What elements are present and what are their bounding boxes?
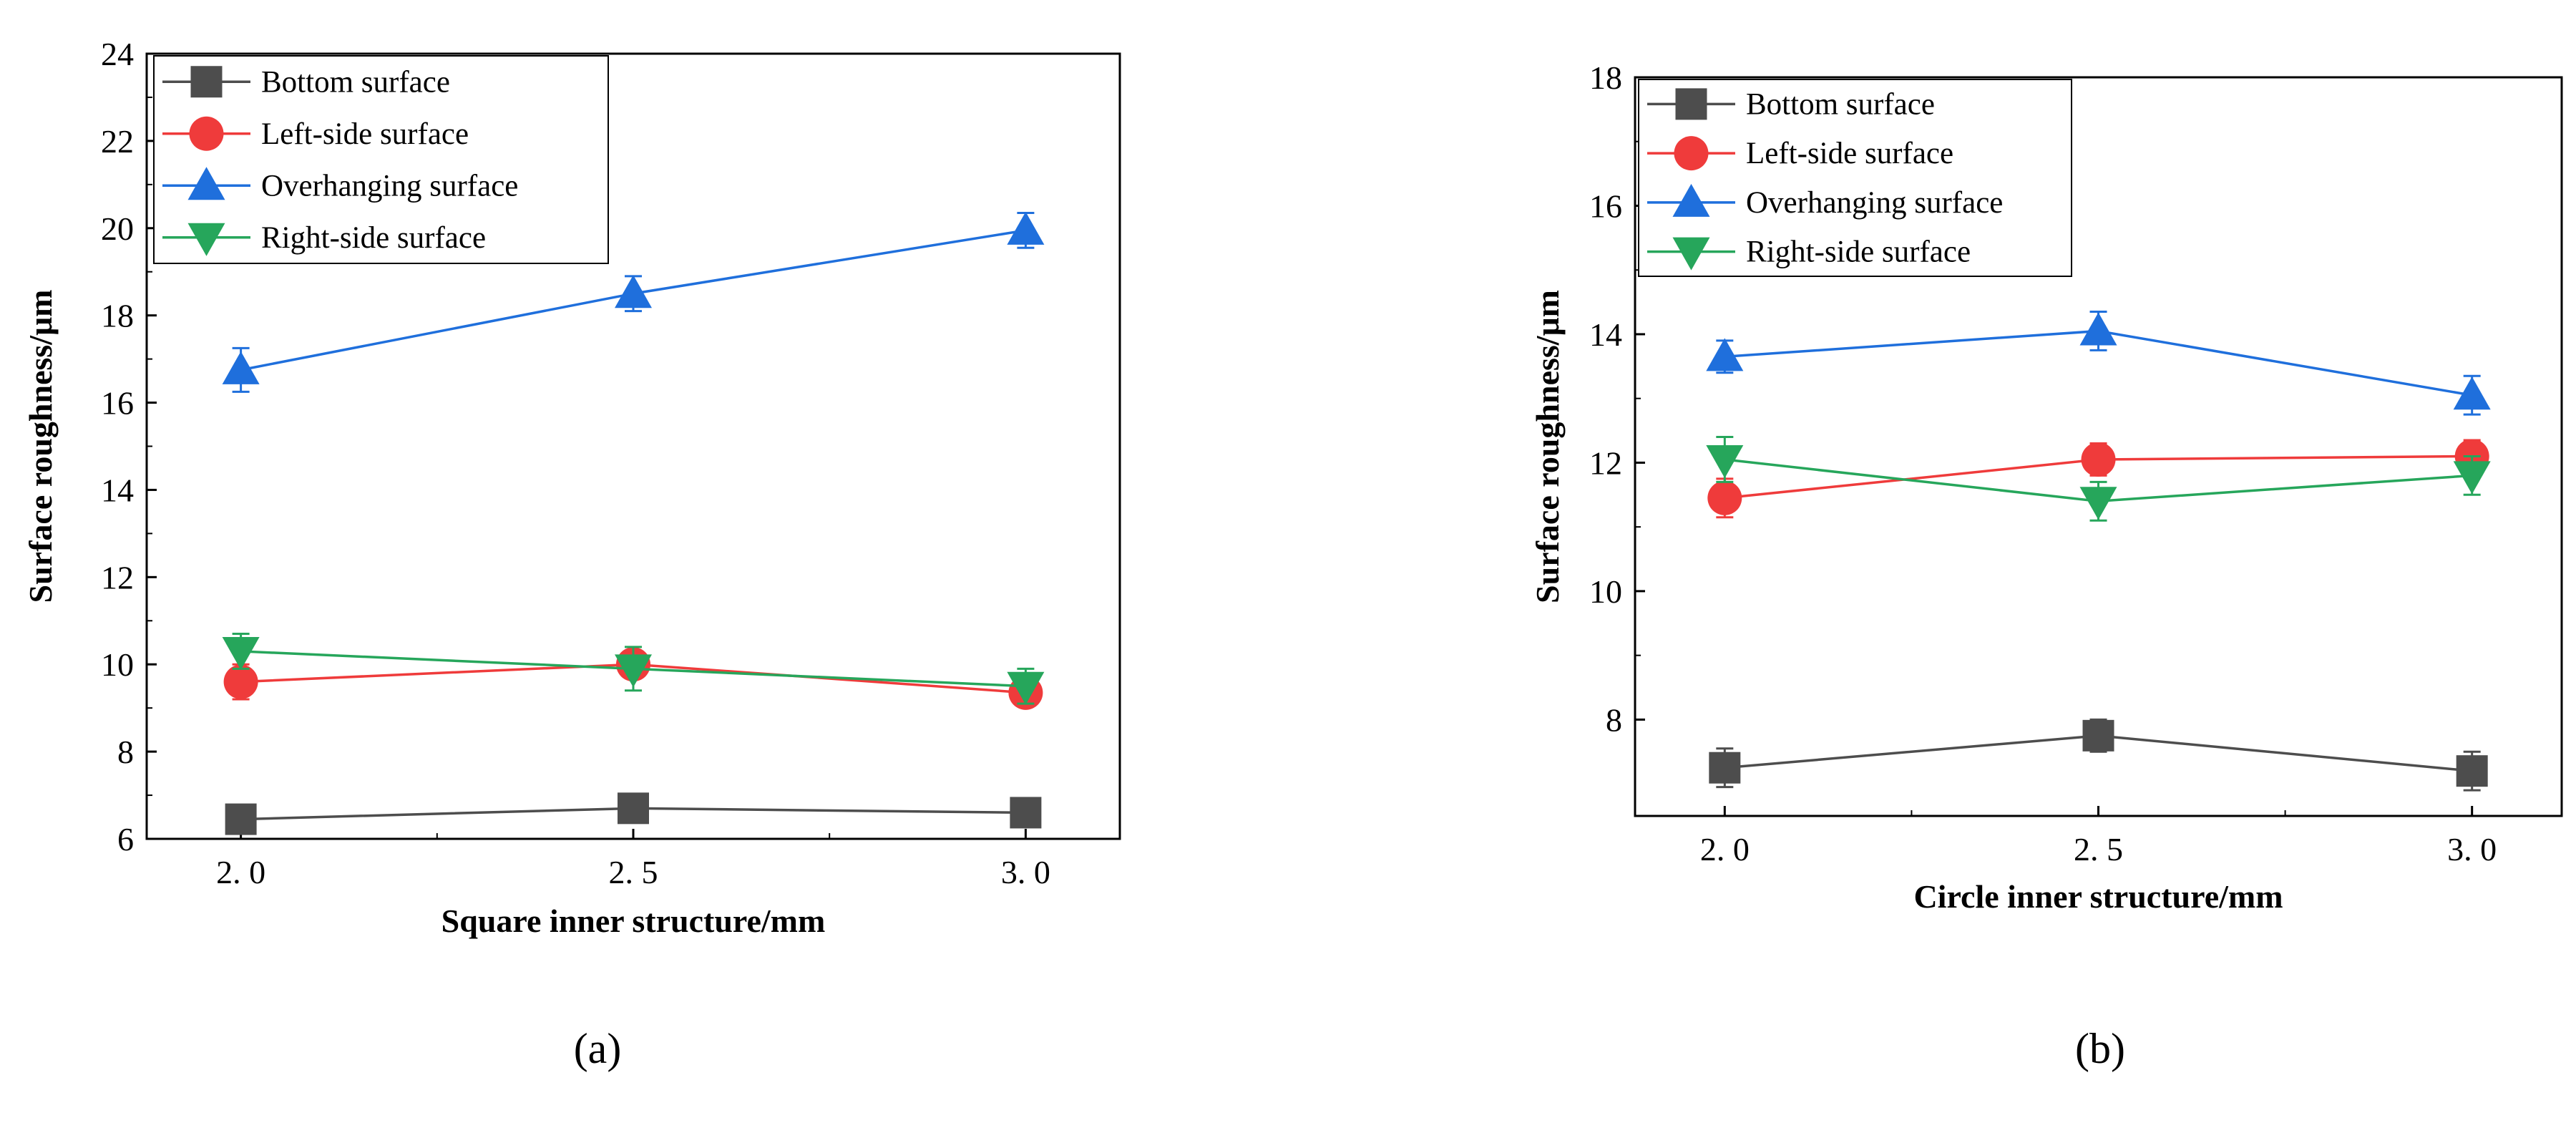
legend-swatch-marker bbox=[187, 223, 225, 256]
data-point bbox=[2456, 755, 2488, 787]
data-point bbox=[222, 351, 260, 384]
legend-box bbox=[1638, 79, 2072, 277]
x-tick-label: 2. 5 bbox=[2074, 831, 2123, 867]
legend-swatch-marker bbox=[1674, 136, 1709, 171]
series-left-side-surface bbox=[1707, 439, 2489, 519]
y-tick-label: 16 bbox=[1589, 188, 1622, 224]
data-point bbox=[225, 803, 257, 835]
data-point bbox=[1007, 671, 1045, 705]
legend-label: Overhanging surface bbox=[261, 169, 518, 203]
legend-label: Right-side surface bbox=[261, 221, 486, 255]
y-tick-label: 14 bbox=[101, 472, 134, 508]
legend-swatch-marker bbox=[190, 66, 223, 98]
y-tick-label: 8 bbox=[117, 734, 134, 770]
y-tick-label: 18 bbox=[101, 298, 134, 334]
y-tick-label: 16 bbox=[101, 385, 134, 422]
y-tick-label: 10 bbox=[1589, 573, 1622, 610]
data-point bbox=[223, 664, 258, 699]
series-bottom-surface bbox=[1709, 718, 2488, 792]
legend-swatch-marker bbox=[1675, 88, 1707, 120]
legend-label: Bottom surface bbox=[1746, 87, 1935, 121]
series-overhanging-surface bbox=[222, 211, 1045, 393]
x-tick-label: 2. 0 bbox=[1700, 831, 1750, 867]
data-point bbox=[1706, 338, 1744, 371]
data-point bbox=[1010, 797, 1042, 829]
data-point bbox=[615, 275, 652, 308]
data-point bbox=[615, 654, 652, 688]
legend-label: Overhanging surface bbox=[1746, 186, 2003, 220]
data-point bbox=[1706, 444, 1744, 478]
panel-label: (a) bbox=[574, 1025, 622, 1072]
x-tick-label: 3. 0 bbox=[1001, 854, 1050, 890]
chart-panel-a: 6 8 10 12 14 16 18 20 22 24 2. 0 2. 5 3. 0 Square inn… bbox=[22, 36, 1121, 1072]
data-point bbox=[618, 792, 649, 825]
legend-box bbox=[153, 55, 609, 264]
legend: Bottom surface Left-side surface Overhangi… bbox=[153, 55, 609, 264]
y-axis-title: Surface roughness/μm bbox=[1529, 290, 1566, 603]
data-point bbox=[2079, 487, 2117, 520]
legend-swatch-marker bbox=[187, 167, 225, 200]
chart-panel-b: 8 10 12 14 16 18 2. 0 2. 5 3. 0 Circle inner stru… bbox=[1529, 59, 2563, 1072]
y-tick-label: 14 bbox=[1589, 316, 1622, 353]
y-tick-label: 12 bbox=[101, 559, 134, 595]
data-point bbox=[2453, 461, 2491, 495]
legend: Bottom surface Left-side surface Overhangi… bbox=[1638, 79, 2072, 277]
x-tick-label: 3. 0 bbox=[2447, 831, 2497, 867]
y-tick-label: 6 bbox=[117, 821, 134, 857]
series-overhanging-surface bbox=[1706, 311, 2491, 416]
y-tick-label: 12 bbox=[1589, 444, 1622, 481]
y-tick-label: 24 bbox=[101, 36, 134, 72]
series-right-side-surface bbox=[1706, 436, 2491, 522]
x-axis-title: Square inner structure/mm bbox=[441, 903, 826, 939]
x-tick-label: 2. 5 bbox=[609, 854, 658, 890]
data-point bbox=[1007, 211, 1045, 245]
y-axis-title: Surface roughness/μm bbox=[22, 290, 59, 603]
data-point bbox=[2079, 312, 2117, 346]
legend-label: Left-side surface bbox=[1746, 137, 1953, 170]
legend-label: Bottom surface bbox=[261, 65, 450, 99]
data-point bbox=[2082, 719, 2114, 752]
panel-label: (b) bbox=[2075, 1025, 2125, 1072]
series-bottom-surface bbox=[225, 792, 1042, 835]
data-point bbox=[2453, 376, 2491, 410]
data-point bbox=[1709, 752, 1741, 784]
legend-swatch-marker bbox=[1672, 237, 1710, 271]
y-tick-label: 8 bbox=[1606, 701, 1622, 738]
data-point bbox=[2081, 442, 2116, 477]
x-axis-title: Circle inner structure/mm bbox=[1913, 878, 2283, 915]
y-tick-label: 18 bbox=[1589, 59, 1622, 96]
legend-swatch-marker bbox=[1672, 183, 1710, 217]
legend-label: Right-side surface bbox=[1746, 235, 1971, 269]
data-point bbox=[222, 636, 260, 670]
legend-swatch-marker bbox=[189, 116, 224, 151]
data-point bbox=[1707, 480, 1742, 515]
x-tick-label: 2. 0 bbox=[216, 854, 265, 890]
y-tick-label: 20 bbox=[101, 210, 134, 247]
legend-label: Left-side surface bbox=[261, 117, 469, 151]
y-tick-label: 22 bbox=[101, 123, 134, 160]
series-right-side-surface bbox=[222, 633, 1045, 705]
y-tick-label: 10 bbox=[101, 646, 134, 683]
